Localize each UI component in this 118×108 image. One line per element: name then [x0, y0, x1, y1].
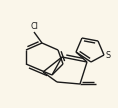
Text: S: S [106, 51, 111, 60]
Text: Cl: Cl [30, 22, 38, 31]
